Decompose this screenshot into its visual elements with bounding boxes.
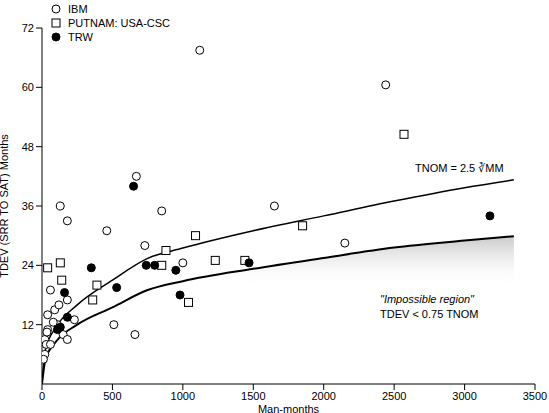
svg-text:3500: 3500 xyxy=(523,390,541,402)
svg-text:36: 36 xyxy=(22,200,34,212)
html-text:TDEV < 0.75 TNOM: TDEV < 0.75 TNOM xyxy=(380,308,479,320)
svg-text:60: 60 xyxy=(22,81,34,93)
html-text:"Impossible region": "Impossible region" xyxy=(380,293,474,305)
svg-text:0: 0 xyxy=(39,390,45,402)
svg-text:Man-months: Man-months xyxy=(258,403,320,413)
html-text:TNOM = 2.5 ∛MM: TNOM = 2.5 ∛MM xyxy=(415,162,504,174)
svg-text:72: 72 xyxy=(22,22,34,34)
svg-text:TDEV (SRR TO SAT) Months: TDEV (SRR TO SAT) Months xyxy=(8,134,10,278)
svg-text:2500: 2500 xyxy=(382,390,406,402)
svg-text:48: 48 xyxy=(22,141,34,153)
svg-text:2000: 2000 xyxy=(311,390,335,402)
svg-text:3000: 3000 xyxy=(452,390,476,402)
svg-text:500: 500 xyxy=(103,390,121,402)
html-text:PUTNAM: USA-CSC: PUTNAM: USA-CSC xyxy=(68,17,171,29)
svg-text:1500: 1500 xyxy=(241,390,265,402)
html-text:IBM: IBM xyxy=(68,3,88,15)
svg-text:1000: 1000 xyxy=(171,390,195,402)
svg-text:12: 12 xyxy=(22,319,34,331)
svg-text:24: 24 xyxy=(22,259,34,271)
html-text:TRW: TRW xyxy=(68,31,93,43)
